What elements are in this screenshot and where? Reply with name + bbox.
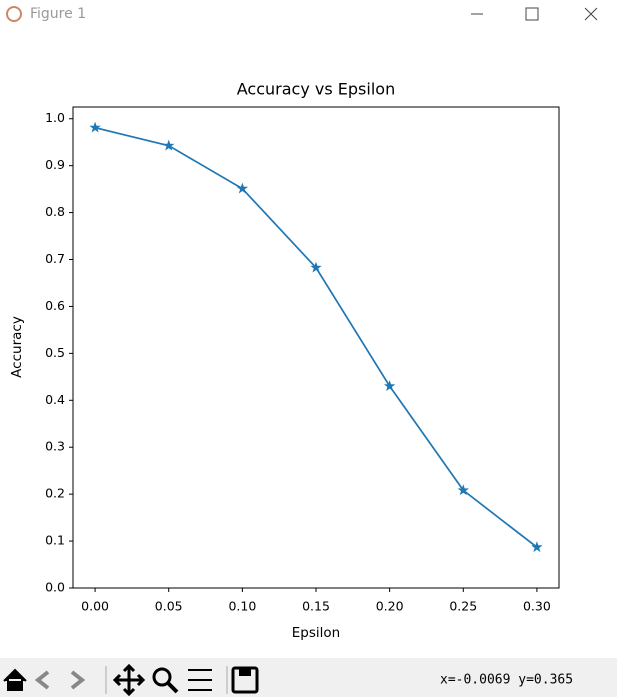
x-tick-label: 0.25 [449, 599, 477, 614]
back-button[interactable] [34, 670, 50, 690]
x-tick-label: 0.20 [376, 599, 404, 614]
configure-button[interactable] [188, 669, 212, 691]
home-button[interactable] [3, 668, 27, 691]
zoom-handle [166, 681, 179, 694]
y-tick-label: 0.9 [45, 157, 65, 172]
x-tick-label: 0.15 [302, 599, 330, 614]
pan-button[interactable] [112, 663, 146, 697]
y-tick-label: 0.3 [45, 439, 65, 454]
y-tick-label: 0.7 [45, 251, 65, 266]
y-tick-label: 0.5 [45, 345, 65, 360]
save-icon-detail [239, 668, 251, 676]
chart-title: Accuracy vs Epsilon [237, 80, 395, 99]
app-icon [6, 6, 22, 22]
data-point [89, 121, 101, 133]
data-point [310, 261, 322, 273]
x-axis-label: Epsilon [292, 625, 340, 641]
y-tick-label: 0.2 [45, 486, 65, 501]
y-tick-label: 1.0 [45, 110, 65, 125]
y-tick-label: 0.4 [45, 392, 65, 407]
y-tick-label: 0.1 [45, 533, 65, 548]
data-point [236, 182, 249, 194]
forward-button[interactable] [70, 670, 86, 690]
x-tick-label: 0.30 [523, 599, 551, 614]
y-tick-label: 0.8 [45, 204, 65, 219]
maximize-button[interactable] [525, 7, 539, 21]
x-tick-label: 0.10 [228, 599, 256, 614]
toolbar-background [0, 658, 617, 697]
close-button[interactable] [584, 7, 598, 21]
window-title: Figure 1 [30, 6, 86, 22]
y-tick-label: 0.6 [45, 298, 65, 313]
x-tick-label: 0.05 [155, 599, 183, 614]
x-tick-label: 0.00 [81, 599, 109, 614]
data-point [457, 484, 469, 496]
plot: 0.0 0.1 0.2 0.3 0.4 0.5 0.6 0.7 0.8 0.9 1.0 0.00 0.0… [45, 110, 551, 613]
y-axis-label: Accuracy [9, 316, 25, 378]
cursor-coordinates: x=-0.0069 y=0.365 [440, 673, 573, 688]
title-bar: Figure 1 [6, 6, 598, 22]
toolbar: x=-0.0069 y=0.365 [0, 658, 617, 697]
zoom-button[interactable] [152, 667, 172, 687]
data-point [163, 139, 175, 151]
data-point [383, 380, 396, 392]
data-point [531, 541, 543, 553]
y-tick-label: 0.0 [45, 580, 65, 595]
